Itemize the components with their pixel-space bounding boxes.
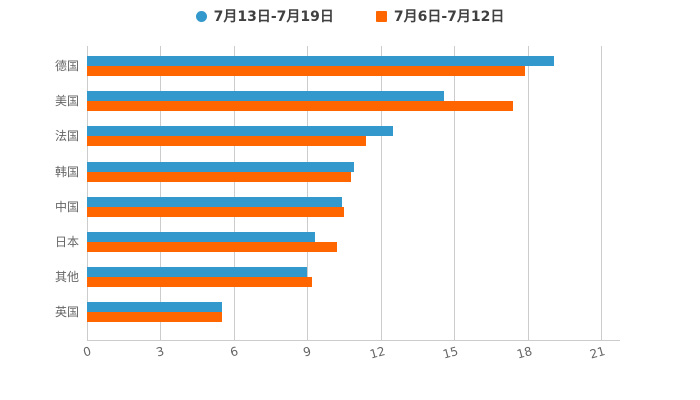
x-axis-tick-label: 18 (514, 344, 534, 362)
gridline (527, 46, 529, 340)
gridline (233, 46, 235, 340)
y-axis-category-label: 韩国 (54, 164, 79, 179)
bar-德国-previous-week[interactable] (87, 66, 526, 76)
legend: 7月13日-7月19日 7月6日-7月12日 (0, 6, 700, 26)
y-axis-category-label: 法国 (54, 129, 79, 144)
y-axis-category-label: 其他 (54, 270, 79, 285)
bar-德国-current-week[interactable] (87, 56, 555, 66)
bar-英国-current-week[interactable] (87, 302, 222, 313)
bar-美国-previous-week[interactable] (87, 101, 513, 112)
gridline (160, 46, 162, 340)
bar-日本-previous-week[interactable] (87, 242, 337, 252)
x-axis-tick-label: 3 (155, 344, 167, 360)
gridline (380, 46, 382, 340)
bar-英国-previous-week[interactable] (87, 312, 222, 323)
y-axis-category-label: 德国 (54, 59, 79, 73)
y-axis-category-label: 英国 (54, 305, 79, 320)
x-axis-tick-label: 6 (228, 344, 240, 360)
x-axis-tick-label: 15 (441, 344, 460, 362)
gridline (87, 46, 88, 340)
legend-item-week-jul6-12[interactable]: 7月6日-7月12日 (375, 6, 505, 26)
y-axis-category-label: 日本 (54, 235, 79, 249)
y-axis-category-label: 美国 (54, 94, 79, 109)
x-axis-tick-label: 12 (367, 344, 387, 362)
legend-square-marker-icon (375, 10, 387, 22)
bar-韩国-previous-week[interactable] (87, 171, 352, 182)
x-axis-tick-label: 9 (301, 344, 313, 360)
legend-label: 7月6日-7月12日 (393, 9, 505, 25)
y-axis-category-label: 中国 (54, 199, 79, 214)
bar-日本-current-week[interactable] (87, 232, 315, 242)
bar-中国-previous-week[interactable] (87, 206, 344, 217)
bar-韩国-current-week[interactable] (87, 161, 354, 172)
gridline (454, 46, 456, 340)
gridline (307, 46, 309, 340)
legend-item-week-jul13-19[interactable]: 7月13日-7月19日 (195, 6, 334, 26)
x-axis-line (87, 340, 620, 341)
bar-美国-current-week[interactable] (87, 91, 445, 102)
x-axis-tick-label: 21 (588, 344, 607, 362)
bar-法国-current-week[interactable] (87, 126, 393, 137)
bar-法国-previous-week[interactable] (87, 136, 367, 147)
legend-label: 7月13日-7月19日 (213, 9, 334, 25)
bar-其他-previous-week[interactable] (87, 277, 313, 288)
gridline (601, 46, 602, 340)
x-axis-tick-label: 0 (81, 344, 93, 360)
legend-circle-marker-icon (195, 10, 207, 22)
bar-中国-current-week[interactable] (87, 196, 342, 207)
bar-其他-current-week[interactable] (87, 267, 308, 278)
